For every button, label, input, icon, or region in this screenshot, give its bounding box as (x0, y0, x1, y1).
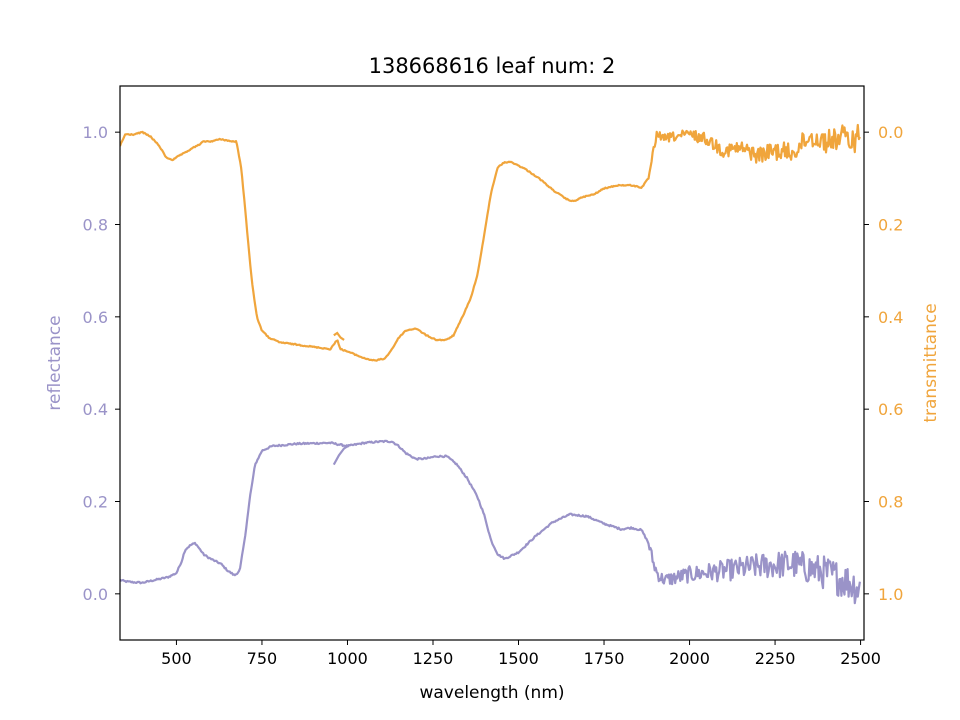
series-branch-transmittance (333, 331, 345, 341)
series-branch-reflectance (332, 444, 350, 466)
y-right-axis-label: transmittance (921, 303, 941, 422)
x-tick-label: 1500 (498, 649, 539, 668)
y-right-tick-label: 0.6 (878, 400, 903, 419)
y-left-tick-label: 0.4 (83, 400, 108, 419)
y-right-tick-label: 0.4 (878, 308, 903, 327)
chart-title: 138668616 leaf num: 2 (369, 54, 616, 78)
y-left-tick-label: 0.6 (83, 308, 108, 327)
y-right-tick-label: 0.0 (878, 123, 903, 142)
y-left-axis-label: reflectance (45, 315, 65, 410)
y-left-tick-label: 0.8 (83, 216, 108, 235)
x-tick-label: 750 (247, 649, 278, 668)
series-line-reflectance (120, 439, 861, 605)
x-tick-label: 1750 (584, 649, 625, 668)
x-tick-label: 1250 (413, 649, 454, 668)
x-tick-label: 500 (161, 649, 192, 668)
y-right-tick-label: 0.8 (878, 493, 903, 512)
x-tick-label: 2250 (755, 649, 796, 668)
y-right-tick-label: 0.2 (878, 216, 903, 235)
series-line-transmittance (120, 123, 861, 362)
y-right-tick-label: 1.0 (878, 585, 903, 604)
x-tick-label: 2000 (669, 649, 710, 668)
y-left-tick-label: 0.0 (83, 585, 108, 604)
x-tick-label: 1000 (327, 649, 368, 668)
y-left-tick-label: 0.2 (83, 493, 108, 512)
plot-frame (119, 85, 865, 641)
y-left-tick-label: 1.0 (83, 123, 108, 142)
x-axis-label: wavelength (nm) (419, 683, 564, 703)
x-tick-label: 2500 (840, 649, 881, 668)
